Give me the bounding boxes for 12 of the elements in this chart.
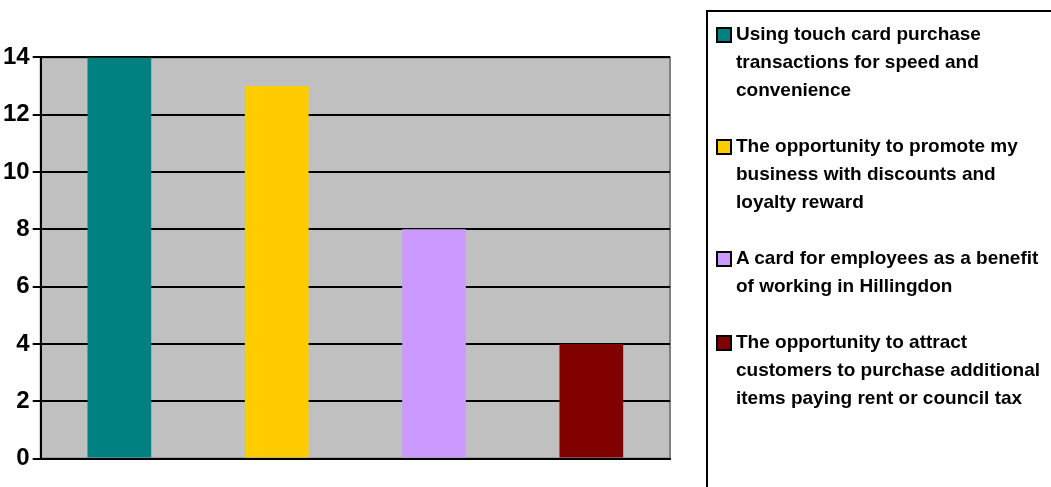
y-tick-label: 0 (16, 443, 30, 471)
y-tick-label: 10 (2, 156, 30, 184)
legend-label: The opportunity to attract customers to purchase additional items paying rent or council tax (736, 330, 1042, 410)
y-tick-label: 2 (16, 385, 30, 413)
legend-label: Using touch card purchase transactions for speed and convenience (736, 22, 982, 102)
y-tick-label: 8 (16, 213, 30, 241)
legend-label: The opportunity to promote my business with discounts and loyalty reward (736, 134, 1019, 214)
y-tick-label: 6 (16, 271, 30, 299)
legend-label: A card for employees as a benefit of working in Hillingdon (736, 246, 1040, 298)
y-tick-label: 12 (2, 99, 30, 127)
y-tick-label: 14 (2, 42, 31, 70)
y-tick-label: 4 (16, 328, 31, 356)
